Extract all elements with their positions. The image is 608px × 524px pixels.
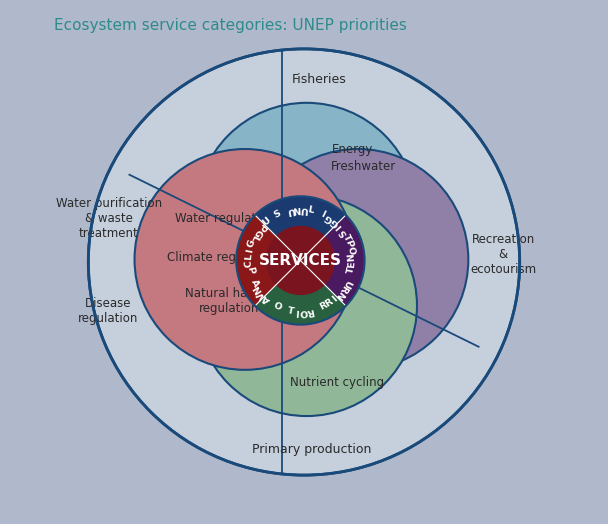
Text: Freshwater: Freshwater: [330, 160, 396, 173]
Text: G: G: [328, 216, 340, 228]
Text: R: R: [323, 298, 334, 309]
Text: I: I: [245, 248, 255, 253]
Text: R: R: [337, 283, 349, 294]
Text: R: R: [306, 305, 315, 316]
Text: E: E: [347, 260, 356, 268]
Text: U: U: [260, 216, 272, 228]
Text: Fisheries: Fisheries: [292, 73, 347, 86]
Text: I: I: [320, 210, 326, 219]
Text: L: L: [306, 205, 314, 215]
Text: Natural hazard
regulation: Natural hazard regulation: [185, 287, 274, 314]
Text: N: N: [333, 289, 345, 300]
Text: Disease
regulation: Disease regulation: [78, 297, 138, 325]
Text: P: P: [256, 221, 268, 232]
Text: Water purification
& waste
treatment: Water purification & waste treatment: [56, 197, 162, 240]
Ellipse shape: [196, 103, 417, 324]
Text: Primary production: Primary production: [252, 443, 371, 456]
Ellipse shape: [134, 149, 355, 370]
Wedge shape: [255, 260, 346, 325]
Wedge shape: [300, 215, 365, 306]
Text: N: N: [292, 204, 301, 214]
Text: Nutrient cycling: Nutrient cycling: [290, 376, 384, 389]
Text: C: C: [244, 260, 254, 268]
Text: O: O: [345, 246, 356, 255]
Text: I: I: [330, 294, 339, 303]
Text: O: O: [272, 301, 283, 312]
Text: U: U: [340, 278, 352, 289]
Text: I: I: [295, 307, 299, 316]
Text: R: R: [318, 301, 328, 312]
Text: V: V: [256, 289, 268, 300]
Text: G: G: [246, 238, 257, 249]
Text: Energy: Energy: [332, 143, 373, 156]
Text: S: S: [272, 209, 283, 220]
Text: Water regulation: Water regulation: [174, 212, 274, 225]
Text: P: P: [245, 266, 255, 275]
Text: U: U: [300, 204, 308, 214]
Text: L: L: [244, 254, 254, 260]
Text: G: G: [323, 212, 334, 223]
Text: Ecosystem service categories: UNEP priorities: Ecosystem service categories: UNEP prior…: [54, 18, 407, 33]
Text: N: N: [252, 283, 263, 294]
Text: S: S: [337, 227, 349, 237]
Text: T: T: [346, 266, 356, 275]
Text: G: G: [252, 226, 263, 238]
Text: P: P: [344, 239, 354, 248]
Text: U: U: [286, 205, 295, 215]
Text: A: A: [249, 278, 260, 289]
Text: Climate regulation: Climate regulation: [167, 252, 277, 265]
Text: T: T: [341, 233, 352, 243]
Text: I: I: [334, 222, 344, 231]
Text: SERVICES: SERVICES: [259, 253, 342, 268]
Ellipse shape: [196, 195, 417, 416]
Text: N: N: [347, 253, 356, 261]
Wedge shape: [255, 196, 346, 260]
Circle shape: [266, 226, 335, 295]
Text: L: L: [249, 233, 260, 243]
Ellipse shape: [247, 149, 468, 370]
Ellipse shape: [88, 49, 520, 475]
Text: O: O: [300, 307, 308, 316]
Text: Recreation
&
ecotourism: Recreation & ecotourism: [470, 233, 536, 276]
Text: T: T: [286, 306, 295, 316]
Wedge shape: [237, 215, 300, 306]
Text: A: A: [261, 293, 272, 305]
